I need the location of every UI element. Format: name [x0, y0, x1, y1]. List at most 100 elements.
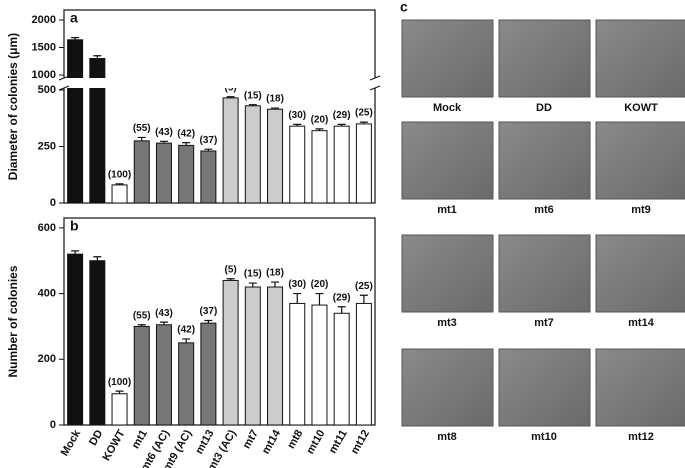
x-tick-label: mt13: [193, 428, 216, 456]
bar-annotation: (15): [244, 90, 262, 101]
error-bar: [337, 123, 346, 127]
panel-label: b: [70, 218, 79, 234]
bar-annotation: (20): [311, 115, 329, 126]
micrograph: [595, 121, 685, 200]
x-tick-label: mt7: [241, 428, 261, 451]
bar-annotation: (25): [355, 281, 373, 292]
bar: [111, 393, 128, 426]
bar-annotation: (30): [288, 110, 306, 121]
x-tick-label: mt8: [285, 428, 305, 451]
y-tick-label: 600: [38, 222, 56, 234]
x-tick-label: mt14: [260, 427, 284, 456]
micrograph: [401, 121, 494, 200]
bar-annotation: (29): [333, 292, 351, 303]
error-bar: [182, 142, 191, 146]
bar: [67, 39, 84, 204]
bar: [178, 342, 195, 426]
micrograph: [498, 234, 591, 313]
bar-annotation: (18): [266, 94, 284, 105]
bar: [355, 302, 372, 426]
error-bar: [337, 306, 346, 314]
bar-annotation: (100): [108, 169, 131, 180]
y-axis-label: Diameter of colonies (μm): [6, 33, 20, 180]
bar-annotation: (43): [155, 308, 173, 319]
y-tick-label: 400: [38, 287, 56, 299]
bar: [155, 142, 172, 204]
bar: [311, 130, 328, 204]
x-tick-label: Mock: [59, 427, 84, 458]
bar-annotation: (15): [244, 269, 262, 280]
bar-annotation: (5): [224, 264, 236, 275]
error-bar: [71, 37, 80, 40]
error-bar: [204, 319, 213, 324]
error-bar: [159, 321, 168, 325]
error-bar: [315, 292, 324, 306]
micrograph: [595, 234, 685, 313]
x-tick-label: KOWT: [100, 428, 127, 463]
bar: [244, 286, 261, 426]
error-bar: [359, 294, 368, 304]
bar-annotation: (43): [155, 127, 173, 138]
panel-label: a: [70, 10, 78, 26]
bar-annotation: (55): [133, 123, 151, 134]
micrograph-label: KOWT: [624, 102, 658, 114]
x-tick-label: mt12: [349, 428, 372, 456]
y-tick-label: 0: [50, 197, 56, 209]
bar-annotation: (100): [108, 377, 131, 388]
micrograph-label: mt8: [437, 431, 457, 443]
y-tick-label: 0: [50, 419, 56, 431]
y-tick-label: 1500: [32, 41, 56, 53]
bar: [267, 286, 284, 426]
micrograph-label: mt14: [628, 317, 655, 329]
break-mark: [369, 75, 381, 81]
error-bar: [137, 136, 146, 141]
error-bar: [315, 128, 324, 131]
error-bar: [182, 338, 191, 343]
error-bar: [293, 123, 302, 127]
x-tick-label: mt11: [327, 428, 350, 456]
error-bar: [226, 96, 235, 98]
bar-annotation: (20): [311, 279, 329, 290]
bar-annotation: (42): [177, 128, 195, 139]
bar: [89, 260, 106, 426]
bar-annotation: (25): [355, 108, 373, 119]
micrograph-label: mt10: [531, 431, 557, 443]
bar-annotation: (30): [288, 279, 306, 290]
bar: [111, 184, 128, 204]
bar: [178, 144, 195, 204]
error-bar: [293, 292, 302, 304]
bar: [133, 325, 150, 426]
axis-break: [56, 78, 383, 88]
bar: [67, 253, 84, 426]
plot-frame: [63, 217, 376, 426]
error-bar: [226, 278, 235, 281]
error-bar: [137, 324, 146, 327]
error-bar: [93, 256, 102, 261]
y-axis-label: Number of colonies: [6, 265, 20, 377]
break-mark: [58, 85, 70, 91]
bar: [289, 125, 306, 204]
error-bar: [115, 183, 124, 185]
y-tick-label: 500: [38, 84, 56, 96]
micrograph-label: mt3: [437, 317, 457, 329]
error-bar: [359, 121, 368, 124]
micrograph: [401, 19, 494, 98]
micrograph: [498, 121, 591, 200]
error-bar: [93, 55, 102, 59]
bar: [289, 302, 306, 426]
y-tick-label: 250: [38, 140, 56, 152]
bar-annotation: (37): [199, 306, 217, 317]
error-bar: [271, 107, 280, 110]
bar-annotation: (29): [333, 110, 351, 121]
bar-annotation: (42): [177, 325, 195, 336]
micrograph: [498, 19, 591, 98]
plot-frame: [63, 9, 376, 204]
bar-annotation: (55): [133, 310, 151, 321]
micrograph-label: mt12: [628, 431, 654, 443]
x-tick-label: DD: [87, 428, 105, 448]
bar: [155, 324, 172, 426]
micrograph: [595, 348, 685, 427]
break-mark: [369, 85, 381, 91]
bar-annotation: (37): [199, 135, 217, 146]
